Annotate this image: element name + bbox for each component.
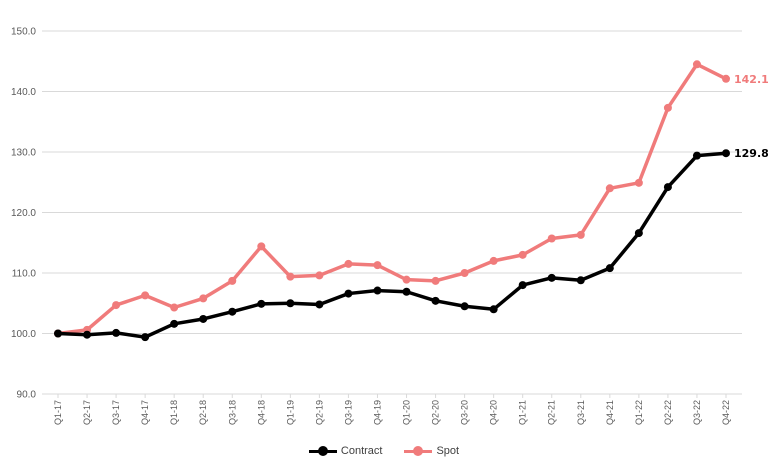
x-tick-label: Q2-18 xyxy=(198,400,208,425)
end-label-contract: 129.8 xyxy=(734,147,768,160)
data-point-spot xyxy=(634,178,643,187)
x-tick-label: Q1-19 xyxy=(285,400,295,425)
y-tick-label: 100.0 xyxy=(11,329,36,340)
data-point-spot xyxy=(692,60,701,69)
x-tick-label: Q2-21 xyxy=(547,400,557,425)
legend-label-spot: Spot xyxy=(436,445,460,457)
data-point-spot xyxy=(460,269,469,277)
data-point-spot xyxy=(257,242,266,251)
data-point-contract xyxy=(547,273,556,282)
y-tick-label: 120.0 xyxy=(11,208,36,219)
data-point-contract xyxy=(605,264,614,273)
data-point-spot xyxy=(344,259,353,268)
data-point-contract xyxy=(576,276,585,285)
y-axis: 90.0 100.0 110.0 120.0 130.0 140.0 150.0 xyxy=(11,27,36,401)
x-tick-label: Q4-17 xyxy=(140,400,150,425)
x-tick-label: Q2-20 xyxy=(431,400,441,425)
data-point-spot xyxy=(518,250,527,259)
data-point-spot xyxy=(228,276,237,285)
data-point-contract xyxy=(460,302,469,311)
series-group xyxy=(54,60,730,342)
data-point-spot xyxy=(141,291,150,300)
series-line-spot xyxy=(57,62,727,336)
data-point-spot xyxy=(663,103,672,112)
x-tick-label: Q4-21 xyxy=(605,400,615,425)
data-point-spot xyxy=(722,74,730,83)
x-tick-label: Q4-22 xyxy=(721,400,731,425)
x-axis: Q1-17 Q2-17 Q3-17 Q4-17 Q1-18 Q2-18 Q3-18 Q4-18… xyxy=(53,394,731,425)
x-tick-label: Q3-19 xyxy=(343,400,353,425)
data-point-contract xyxy=(112,328,121,337)
data-point-contract xyxy=(489,305,498,314)
data-point-contract xyxy=(286,299,295,308)
x-tick-label: Q1-20 xyxy=(402,400,412,425)
data-point-contract xyxy=(199,314,208,323)
x-tick-label: Q3-21 xyxy=(576,400,586,425)
data-point-contract xyxy=(315,300,324,309)
x-tick-label: Q2-17 xyxy=(82,400,92,425)
y-tick-label: 90.0 xyxy=(17,390,37,401)
x-tick-label: Q1-18 xyxy=(169,400,179,425)
data-point-contract xyxy=(373,286,382,295)
x-tick-label: Q3-22 xyxy=(692,400,702,425)
x-tick-label: Q1-22 xyxy=(634,400,644,425)
data-point-contract xyxy=(344,289,353,298)
legend-label-contract: Contract xyxy=(340,445,383,457)
end-label-spot: 142.1 xyxy=(734,73,768,86)
data-point-contract xyxy=(722,149,730,158)
data-point-contract xyxy=(83,330,92,339)
x-tick-label: Q2-19 xyxy=(314,400,324,425)
data-point-spot xyxy=(605,184,614,193)
data-point-contract xyxy=(141,333,150,342)
y-tick-label: 130.0 xyxy=(11,148,36,159)
data-point-contract xyxy=(634,229,643,238)
data-point-spot xyxy=(112,301,121,310)
data-point-contract xyxy=(663,183,672,192)
x-tick-label: Q4-18 xyxy=(256,400,266,425)
data-point-spot xyxy=(431,276,440,285)
data-point-spot xyxy=(199,294,208,303)
data-point-spot xyxy=(547,234,556,243)
x-tick-label: Q4-20 xyxy=(489,400,499,425)
data-point-spot xyxy=(286,272,295,281)
x-tick-label: Q2-22 xyxy=(663,400,673,425)
y-tick-label: 140.0 xyxy=(11,87,36,98)
data-point-spot xyxy=(489,256,498,265)
data-point-contract xyxy=(431,296,440,305)
data-point-contract xyxy=(54,329,62,338)
legend: Contract Spot xyxy=(0,445,768,457)
x-tick-label: Q1-21 xyxy=(518,400,528,425)
y-tick-label: 150.0 xyxy=(11,27,36,38)
data-point-spot xyxy=(373,261,382,270)
x-tick-label: Q3-18 xyxy=(227,400,237,425)
data-point-spot xyxy=(170,303,179,312)
series-line-contract xyxy=(57,151,727,339)
data-point-spot xyxy=(576,230,585,239)
data-point-spot xyxy=(402,275,411,284)
data-point-contract xyxy=(518,281,527,290)
y-tick-label: 110.0 xyxy=(12,269,37,280)
data-point-contract xyxy=(170,319,179,328)
end-labels: 142.1 129.8 xyxy=(734,73,768,160)
legend-item-contract: Contract xyxy=(308,445,383,457)
x-tick-label: Q1-17 xyxy=(53,400,63,425)
x-tick-label: Q4-19 xyxy=(372,400,382,425)
x-tick-label: Q3-17 xyxy=(111,400,121,425)
data-point-contract xyxy=(228,307,237,316)
data-point-contract xyxy=(692,151,701,160)
legend-swatch-contract-icon xyxy=(308,445,337,457)
legend-item-spot: Spot xyxy=(404,445,459,457)
data-point-contract xyxy=(402,287,411,296)
data-point-contract xyxy=(257,299,266,308)
x-tick-label: Q3-20 xyxy=(460,400,470,425)
data-point-spot xyxy=(315,271,324,280)
legend-swatch-spot-icon xyxy=(404,445,433,457)
